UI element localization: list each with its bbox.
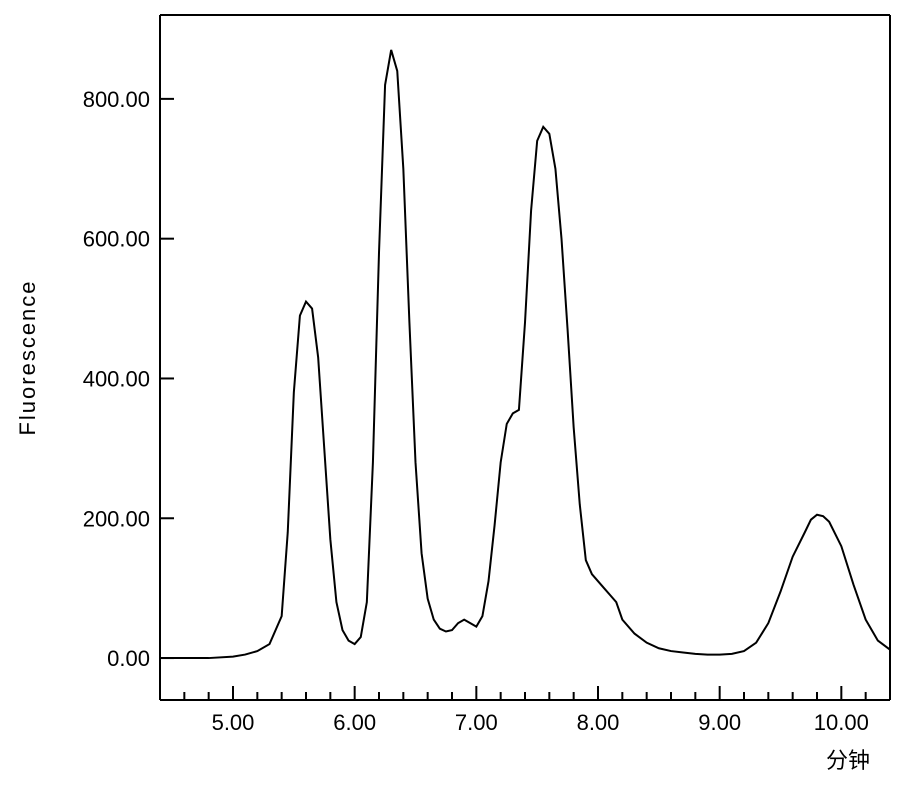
y-tick-label: 400.00: [83, 366, 150, 391]
chromatogram-chart: 0.00 200.00 400.00 600.00 800.00 5.00 6.00 7.00…: [0, 0, 913, 800]
x-tick-label: 5.00: [212, 710, 255, 735]
chart-svg: 0.00 200.00 400.00 600.00 800.00 5.00 6.00 7.00…: [0, 0, 913, 800]
x-tick-label: 8.00: [577, 710, 620, 735]
x-tick-label: 6.00: [333, 710, 376, 735]
x-tick-label: 10.00: [814, 710, 869, 735]
y-tick-label: 800.00: [83, 87, 150, 112]
y-tick-label: 0.00: [107, 646, 150, 671]
y-axis-label: Fluorescence: [15, 279, 40, 435]
chromatogram-trace: [160, 50, 890, 658]
x-tick-label: 7.00: [455, 710, 498, 735]
y-tick-label: 200.00: [83, 506, 150, 531]
x-tick-label: 9.00: [698, 710, 741, 735]
y-tick-label: 600.00: [83, 227, 150, 252]
x-axis-label: 分钟: [826, 748, 870, 773]
